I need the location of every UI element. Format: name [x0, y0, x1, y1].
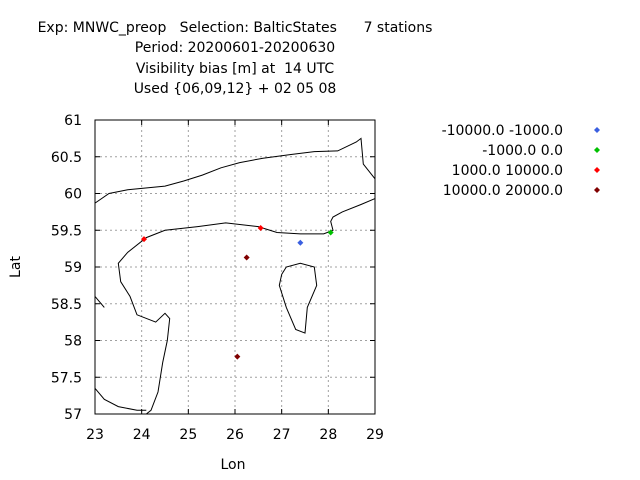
y-tick-label: 61	[64, 113, 82, 129]
x-tick-label: 28	[319, 427, 337, 443]
coastline	[278, 262, 318, 334]
legend-marker	[594, 187, 600, 193]
data-point	[141, 236, 147, 243]
title-line-1: Exp: MNWC_preop Selection: BalticStates …	[37, 20, 433, 36]
legend: -10000.0 -1000.0 -1000.0 0.0 1000.0 10000.…	[442, 123, 600, 199]
y-tick-label: 60	[64, 187, 82, 203]
data-point	[243, 254, 250, 261]
title-line-2: Period: 20200601-20200630	[134, 40, 336, 56]
legend-marker	[594, 167, 600, 173]
title-line-3: Visibility bias [m] at 14 UTC	[135, 61, 335, 77]
coastline	[117, 198, 376, 415]
data-point	[327, 229, 334, 236]
legend-marker	[594, 147, 600, 153]
point-layer	[141, 225, 334, 360]
x-tick-label: 23	[86, 427, 104, 443]
y-tick-label: 57.5	[51, 370, 82, 386]
legend-marker	[594, 127, 600, 133]
x-tick-label: 27	[273, 427, 291, 443]
x-tick-label: 25	[179, 427, 197, 443]
data-point	[257, 225, 264, 232]
tick-layer: 23 24 25 26 27 28 29 57 57.5 58 58.5 59 59.5 60 60.5 61	[51, 113, 384, 443]
grid-layer	[95, 120, 375, 414]
y-tick-label: 59.5	[51, 223, 82, 239]
y-tick-label: 57	[64, 407, 82, 423]
title-line-4: Used {06,09,12} + 02 05 08	[133, 81, 337, 97]
x-tick-label: 24	[133, 427, 151, 443]
legend-label: -10000.0 -1000.0	[442, 123, 563, 139]
coastline	[94, 296, 105, 308]
legend-label: 1000.0 10000.0	[452, 163, 563, 179]
coastline	[94, 387, 147, 411]
x-tick-label: 26	[226, 427, 244, 443]
data-point	[234, 353, 241, 360]
coastline	[94, 137, 376, 204]
x-tick-label: 29	[366, 427, 384, 443]
legend-label: 10000.0 20000.0	[443, 183, 563, 199]
y-tick-label: 59	[64, 260, 82, 276]
x-axis-label: Lon	[221, 457, 246, 473]
legend-label: -1000.0 0.0	[482, 143, 563, 159]
y-tick-label: 60.5	[51, 150, 82, 166]
y-tick-label: 58	[64, 334, 82, 350]
data-point	[297, 239, 304, 246]
y-axis-label: Lat	[8, 256, 24, 278]
coastline-layer	[94, 137, 376, 415]
y-tick-label: 58.5	[51, 297, 82, 313]
